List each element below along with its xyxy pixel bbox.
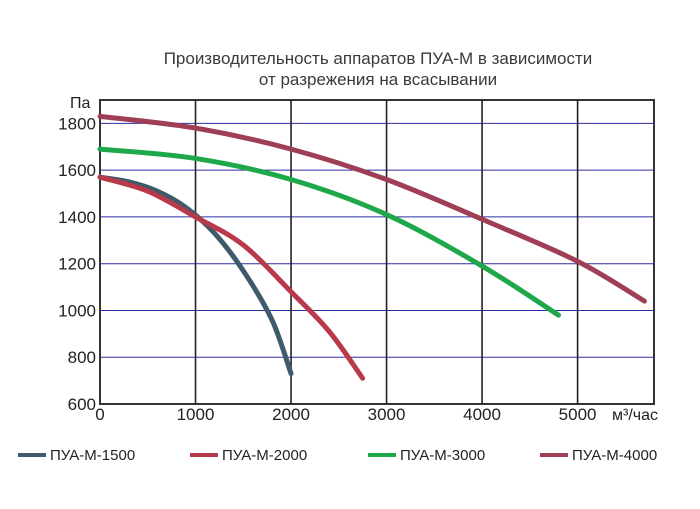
- series-line-3: [97, 146, 561, 318]
- y-tick-label: 1000: [58, 301, 96, 320]
- chart-title-line-1: Производительность аппаратов ПУА-М в зав…: [164, 49, 593, 68]
- plot-frame: [99, 99, 655, 405]
- legend-label-1: ПУА-М-1500: [50, 447, 135, 464]
- legend: ПУА-М-1500 ПУА-М-2000 ПУА-М-3000 ПУА-М-4000: [18, 447, 657, 464]
- x-axis-label: м³/час: [612, 407, 658, 424]
- legend-label-2: ПУА-М-2000: [222, 447, 307, 464]
- series-lines: [97, 113, 647, 381]
- legend-label-4: ПУА-М-4000: [572, 447, 657, 464]
- y-tick-label: 1800: [58, 114, 96, 133]
- y-tick-label: 1400: [58, 208, 96, 227]
- series-line-2: [97, 174, 366, 381]
- y-tick-label: 1600: [58, 161, 96, 180]
- chart-title-line-2: от разрежения на всасывании: [259, 70, 497, 89]
- y-tick-label: 1200: [58, 255, 96, 274]
- y-tick-label: 600: [68, 395, 96, 414]
- x-tick-label: 0: [95, 405, 104, 424]
- y-axis-label: Па: [70, 95, 91, 112]
- x-tick-label: 5000: [559, 405, 597, 424]
- x-tick-label: 3000: [368, 405, 406, 424]
- series-line-4: [97, 113, 647, 304]
- x-tick-label: 4000: [463, 405, 501, 424]
- axis-ticks: 600 800 1000 1200 1400 1600 1800 0 1000 2000 3000 4…: [58, 114, 596, 424]
- y-tick-label: 800: [68, 348, 96, 367]
- grid: [99, 99, 655, 405]
- x-tick-label: 2000: [272, 405, 310, 424]
- legend-label-3: ПУА-М-3000: [400, 447, 485, 464]
- x-tick-label: 1000: [177, 405, 215, 424]
